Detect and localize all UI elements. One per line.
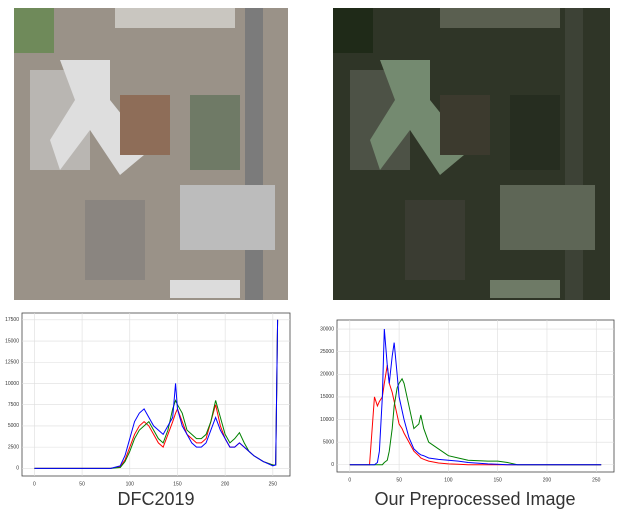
x-tick-label: 50: [396, 477, 402, 483]
x-tick-label: 200: [543, 477, 552, 483]
x-tick-label: 150: [494, 477, 503, 483]
aerial-image-original: [14, 8, 288, 300]
y-tick-label: 12500: [5, 360, 19, 366]
x-tick-label: 0: [33, 481, 36, 487]
y-tick-label: 17500: [5, 317, 19, 323]
aerial-image-preprocessed: [333, 8, 610, 300]
plot-area: [337, 320, 614, 472]
y-tick-label: 0: [16, 466, 19, 472]
y-tick-label: 15000: [320, 394, 334, 400]
y-tick-label: 5000: [323, 439, 334, 445]
y-tick-label: 20000: [320, 372, 334, 378]
x-tick-label: 250: [592, 477, 601, 483]
x-tick-label: 100: [444, 477, 453, 483]
y-tick-label: 7500: [8, 402, 19, 408]
x-tick-label: 150: [173, 481, 182, 487]
chart-caption: DFC2019: [117, 489, 194, 509]
y-tick-label: 10000: [320, 417, 334, 423]
x-tick-label: 0: [348, 477, 351, 483]
y-tick-label: 10000: [5, 381, 19, 387]
x-tick-label: 100: [126, 481, 135, 487]
y-tick-label: 15000: [5, 338, 19, 344]
y-tick-label: 30000: [320, 326, 334, 332]
x-tick-label: 200: [221, 481, 230, 487]
y-tick-label: 0: [331, 462, 334, 468]
y-tick-label: 25000: [320, 349, 334, 355]
x-tick-label: 50: [79, 481, 85, 487]
figure: 0501001502002500250050007500100001250015…: [0, 0, 619, 512]
y-tick-label: 2500: [8, 444, 19, 450]
y-tick-label: 5000: [8, 423, 19, 429]
chart-caption: Our Preprocessed Image: [374, 489, 575, 509]
x-tick-label: 250: [269, 481, 278, 487]
